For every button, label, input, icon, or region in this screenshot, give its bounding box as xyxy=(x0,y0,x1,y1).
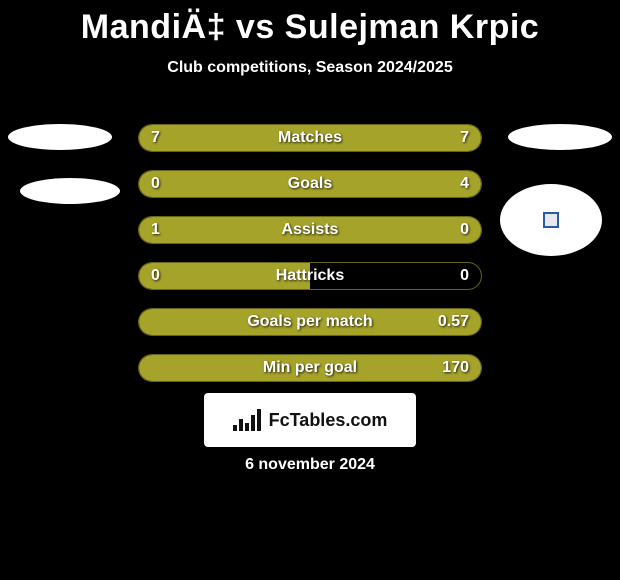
subtitle: Club competitions, Season 2024/2025 xyxy=(0,59,620,77)
broken-image-icon xyxy=(543,212,559,228)
player1-avatar-ellipse-2 xyxy=(20,178,120,204)
footer-date: 6 november 2024 xyxy=(0,456,620,474)
stat-row-goals-per-match: Goals per match 0.57 xyxy=(138,308,482,336)
stat-row-min-per-goal: Min per goal 170 xyxy=(138,354,482,382)
stat-label: Hattricks xyxy=(139,263,481,289)
player2-avatar-ellipse-1 xyxy=(508,124,612,150)
stat-right-value: 7 xyxy=(460,125,469,151)
player1-avatar-ellipse-1 xyxy=(8,124,112,150)
stat-right-value: 0 xyxy=(460,263,469,289)
stat-right-value: 0.57 xyxy=(438,309,469,335)
stat-row-goals: 0 Goals 4 xyxy=(138,170,482,198)
stat-right-value: 170 xyxy=(442,355,469,381)
logo-text: FcTables.com xyxy=(269,410,388,431)
stat-right-value: 4 xyxy=(460,171,469,197)
stat-row-assists: 1 Assists 0 xyxy=(138,216,482,244)
logo-bars-icon xyxy=(233,409,261,431)
stat-row-matches: 7 Matches 7 xyxy=(138,124,482,152)
stat-label: Goals xyxy=(139,171,481,197)
player2-avatar-ellipse-2 xyxy=(500,184,602,256)
page-title: MandiÄ‡ vs Sulejman Krpic xyxy=(0,8,620,47)
stat-row-hattricks: 0 Hattricks 0 xyxy=(138,262,482,290)
stat-label: Goals per match xyxy=(139,309,481,335)
comparison-infographic: MandiÄ‡ vs Sulejman Krpic Club competiti… xyxy=(0,0,620,580)
stat-label: Assists xyxy=(139,217,481,243)
stat-rows: 7 Matches 7 0 Goals 4 1 Assists 0 0 Hatt… xyxy=(138,124,482,400)
stat-label: Min per goal xyxy=(139,355,481,381)
fctables-logo: FcTables.com xyxy=(204,393,416,447)
stat-right-value: 0 xyxy=(460,217,469,243)
stat-label: Matches xyxy=(139,125,481,151)
